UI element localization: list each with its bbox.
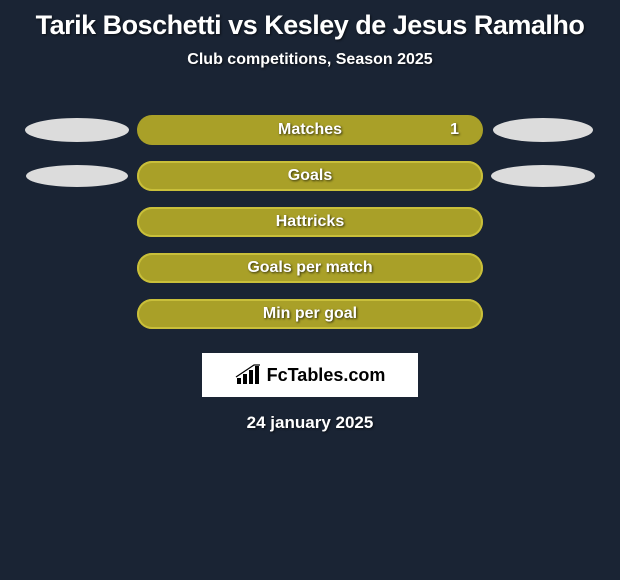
stat-label: Min per goal — [263, 305, 357, 323]
comparison-infographic: Tarik Boschetti vs Kesley de Jesus Ramal… — [0, 0, 620, 433]
left-indicator — [17, 107, 137, 153]
stat-bar: Matches 1 — [137, 115, 483, 145]
right-indicator — [483, 199, 603, 245]
date: 24 january 2025 — [0, 413, 620, 433]
page-title: Tarik Boschetti vs Kesley de Jesus Ramal… — [0, 4, 620, 51]
stat-label: Matches — [278, 121, 342, 139]
stat-label: Hattricks — [276, 213, 344, 231]
stat-bar: Min per goal — [137, 299, 483, 329]
stat-row: Goals — [0, 153, 620, 199]
logo-text: FcTables.com — [267, 365, 386, 386]
right-indicator — [483, 153, 603, 199]
stat-value-right: 1 — [450, 121, 459, 139]
logo-box: FcTables.com — [202, 353, 418, 397]
stat-label: Goals per match — [247, 259, 372, 277]
ellipse-marker — [491, 165, 595, 187]
left-indicator — [17, 291, 137, 337]
left-indicator — [17, 245, 137, 291]
bar-chart-icon — [235, 364, 261, 386]
stat-bar: Goals per match — [137, 253, 483, 283]
left-indicator — [17, 153, 137, 199]
stat-rows: Matches 1 Goals Hattricks Goals per match Min… — [0, 107, 620, 337]
stat-label: Goals — [288, 167, 332, 185]
ellipse-marker — [493, 118, 593, 142]
ellipse-marker — [25, 118, 129, 142]
right-indicator — [483, 291, 603, 337]
stat-row: Min per goal — [0, 291, 620, 337]
left-indicator — [17, 199, 137, 245]
stat-bar: Goals — [137, 161, 483, 191]
right-indicator — [483, 245, 603, 291]
stat-row: Matches 1 — [0, 107, 620, 153]
stat-bar: Hattricks — [137, 207, 483, 237]
subtitle: Club competitions, Season 2025 — [0, 51, 620, 69]
stat-row: Goals per match — [0, 245, 620, 291]
ellipse-marker — [26, 165, 128, 187]
stat-row: Hattricks — [0, 199, 620, 245]
right-indicator — [483, 107, 603, 153]
